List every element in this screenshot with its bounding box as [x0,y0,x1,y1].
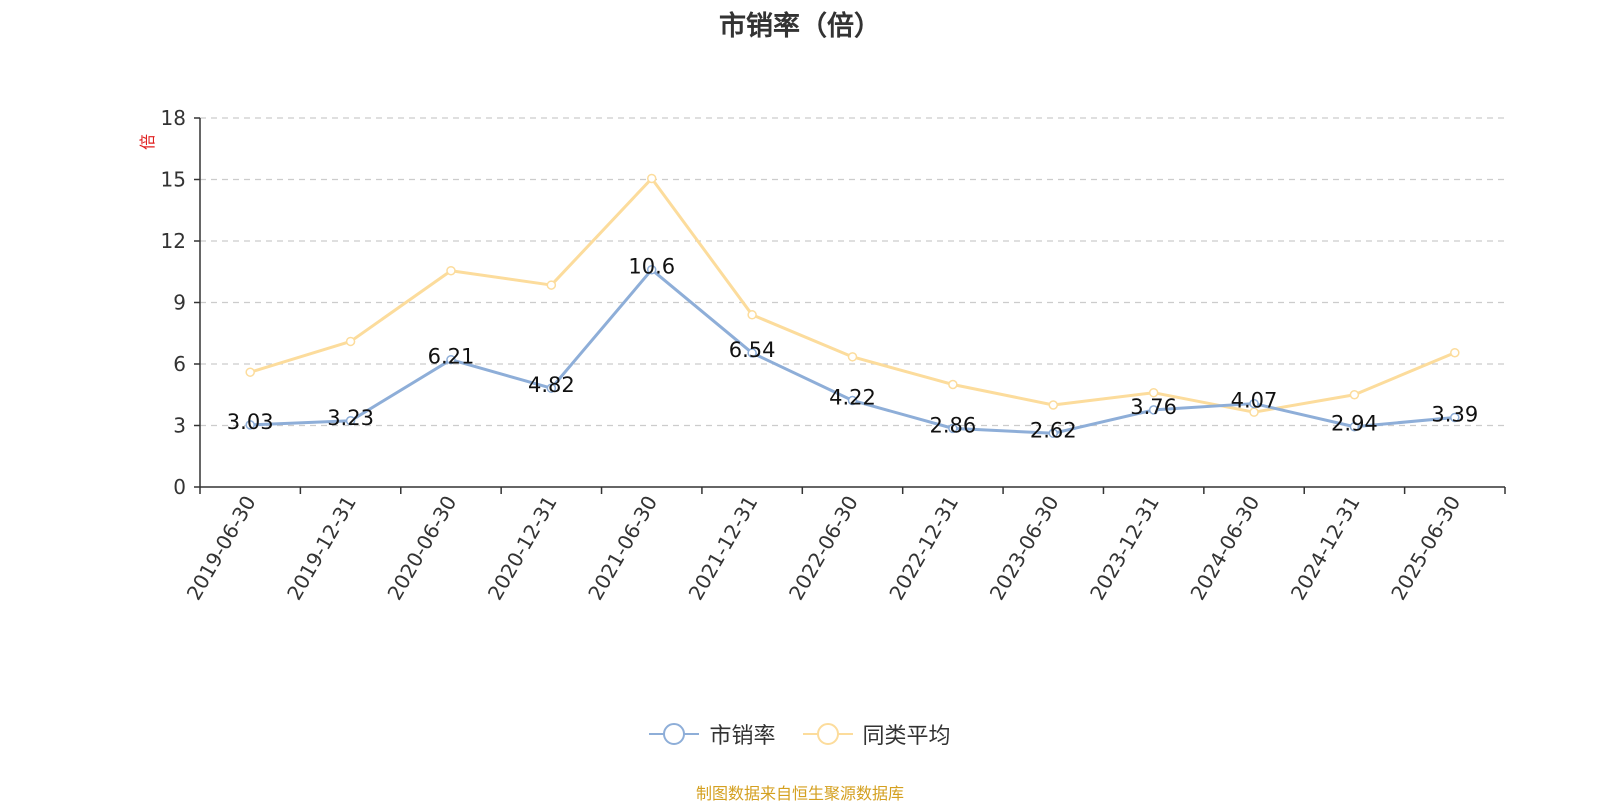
data-label: 10.6 [628,255,675,279]
data-label: 6.21 [428,345,475,369]
y-tick-label: 6 [173,352,186,376]
data-point [948,423,958,434]
data-point [1148,405,1159,415]
legend-item-series-2[interactable]: 同类平均 [802,718,951,750]
legend-line-circle-icon [802,723,853,745]
y-tick-label: 18 [161,106,186,130]
legend-label: 同类平均 [862,724,951,749]
data-point [1349,421,1360,432]
legend-label: 市销率 [709,724,776,749]
data-point [747,348,757,358]
legend: 市销率 同类平均 [0,718,1600,752]
data-point [847,395,858,406]
data-label: 3.03 [227,410,274,434]
y-tick-label: 15 [161,168,186,192]
data-label: 3.23 [327,406,374,430]
data-point [446,265,456,276]
data-label: 6.54 [729,338,776,362]
x-tick-label: 2019-06-30 [182,492,261,605]
data-point [1048,428,1059,439]
series-line [249,176,1456,414]
data-point [345,416,356,426]
data-labels: 3.03 3.23 6.21 4.82 10.6 6.54 4.22 2.86 2.62 3.76… [227,255,1478,443]
data-point [1048,400,1059,410]
x-tick-label: 2025-06-30 [1386,492,1465,605]
x-tick-label: 2023-06-30 [985,492,1064,605]
y-tick-label: 12 [161,229,186,253]
x-tick-label: 2024-12-31 [1286,492,1365,605]
y-tick-label: 9 [173,291,186,315]
data-label: 4.22 [829,385,876,409]
data-point [245,420,255,430]
x-tick-label: 2022-12-31 [884,492,963,605]
x-tick-label: 2023-12-31 [1085,492,1164,605]
series-lines [245,173,1460,439]
x-tick-label: 2022-06-30 [784,492,863,605]
data-point [1450,347,1460,358]
data-label: 4.07 [1231,389,1278,413]
x-tick-label: 2020-12-31 [483,492,562,605]
data-point [646,264,657,275]
data-label: 2.86 [930,413,977,437]
legend-line-circle-icon [649,723,700,745]
data-point [345,336,356,347]
data-point [1148,387,1159,398]
data-point [747,310,757,320]
data-point [847,352,858,362]
data-point [546,280,557,290]
x-tick-label: 2021-12-31 [684,492,763,605]
data-label: 3.39 [1431,403,1478,427]
data-point [446,354,456,365]
source-note: 制图数据来自恒生聚源数据库 [695,784,904,803]
data-label: 2.94 [1331,412,1378,436]
data-label: 2.62 [1030,418,1077,442]
x-tick-label: 2019-12-31 [282,492,361,605]
data-point [1249,398,1259,409]
axes: 0 3 6 9 12 15 18 2019-06-30 2019-12-31 2020-06-30… [161,106,1506,605]
data-label: 4.82 [528,373,575,397]
y-tick-label: 0 [173,475,186,499]
x-tick-label: 2021-06-30 [583,492,662,605]
data-point [1450,412,1460,423]
y-tick-label: 3 [173,414,186,438]
data-point [245,367,255,377]
x-tick-label: 2024-06-30 [1185,492,1264,605]
data-point [646,173,657,184]
data-point [546,383,557,393]
data-label: 3.76 [1130,395,1177,419]
data-point [1349,390,1360,400]
grid-lines [200,117,1505,427]
x-tick-label: 2020-06-30 [382,492,461,605]
data-point [948,379,958,390]
chart-title: 市销率（倍） [719,11,881,42]
legend-item-series-1[interactable]: 市销率 [649,718,776,750]
